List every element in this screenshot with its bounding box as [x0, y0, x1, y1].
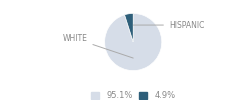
Text: WHITE: WHITE [63, 34, 133, 58]
Text: HISPANIC: HISPANIC [133, 21, 204, 30]
Legend: 95.1%, 4.9%: 95.1%, 4.9% [90, 90, 177, 100]
Wedge shape [125, 13, 133, 42]
Wedge shape [105, 13, 162, 71]
